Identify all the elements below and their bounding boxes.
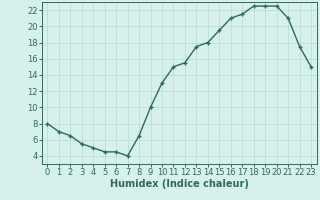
X-axis label: Humidex (Indice chaleur): Humidex (Indice chaleur) bbox=[110, 179, 249, 189]
